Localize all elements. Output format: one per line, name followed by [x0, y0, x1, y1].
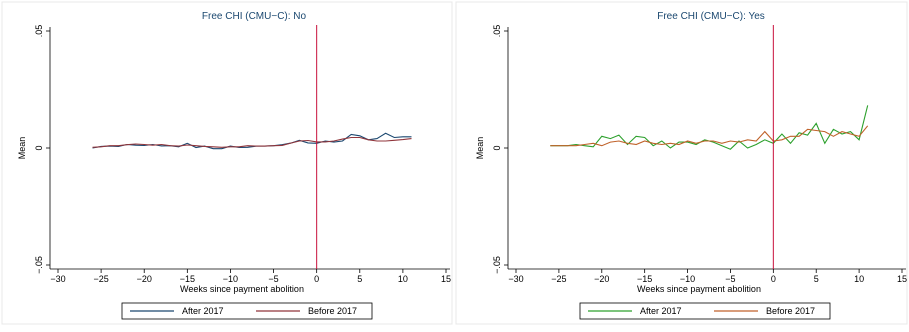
y-tick-label: 0	[492, 145, 502, 150]
x-tick-label: 10	[854, 274, 864, 284]
x-tick-label: 5	[357, 274, 362, 284]
y-axis-label: Mean	[475, 137, 485, 160]
x-tick-label: −15	[180, 274, 195, 284]
x-tick-label: 0	[314, 274, 319, 284]
x-tick-label: −20	[594, 274, 609, 284]
y-tick-label: 0	[34, 145, 44, 150]
x-tick-label: −15	[637, 274, 652, 284]
y-axis-label: Mean	[17, 137, 27, 160]
x-tick-label: 5	[814, 274, 819, 284]
x-tick-label: −10	[223, 274, 238, 284]
x-tick-label: −20	[137, 274, 152, 284]
legend-label: Before 2017	[766, 306, 815, 316]
x-tick-label: −5	[268, 274, 278, 284]
legend-label: Before 2017	[308, 306, 357, 316]
x-tick-label: −5	[725, 274, 735, 284]
series-line-2	[550, 125, 869, 147]
chart-title: Free CHI (CMU−C): Yes	[657, 11, 765, 22]
y-tick-label: .05	[34, 25, 44, 38]
x-tick-label: 15	[897, 274, 907, 284]
legend-label: After 2017	[182, 306, 224, 316]
panel-frame	[1, 1, 453, 325]
y-tick-label: .05	[492, 25, 502, 38]
y-tick-label: −.05	[492, 256, 502, 274]
x-tick-label: −30	[50, 274, 65, 284]
x-tick-label: −30	[508, 274, 523, 284]
x-axis-label: Weeks since payment abolition	[180, 284, 304, 294]
x-tick-label: −25	[93, 274, 108, 284]
y-tick-label: −.05	[34, 256, 44, 274]
x-tick-label: 0	[771, 274, 776, 284]
x-tick-label: −25	[551, 274, 566, 284]
x-tick-label: −10	[680, 274, 695, 284]
series-line-2	[92, 136, 412, 148]
x-tick-label: 10	[398, 274, 408, 284]
legend-label: After 2017	[640, 306, 682, 316]
chart-title: Free CHI (CMU−C): No	[202, 11, 307, 22]
chart-panel-1: Free CHI (CMU−C): No −.05 0 .05 −30 −25 −20 −15…	[1, 1, 453, 325]
chart-panel-2: Free CHI (CMU−C): Yes −.05 0 .05 −30 −25 −20 −1…	[455, 1, 908, 325]
legend-box	[579, 302, 831, 320]
series-line-1	[92, 132, 412, 150]
x-tick-label: 15	[441, 274, 451, 284]
panel-frame	[455, 1, 908, 325]
legend-box	[121, 302, 373, 320]
x-axis-label: Weeks since payment abolition	[637, 284, 761, 294]
